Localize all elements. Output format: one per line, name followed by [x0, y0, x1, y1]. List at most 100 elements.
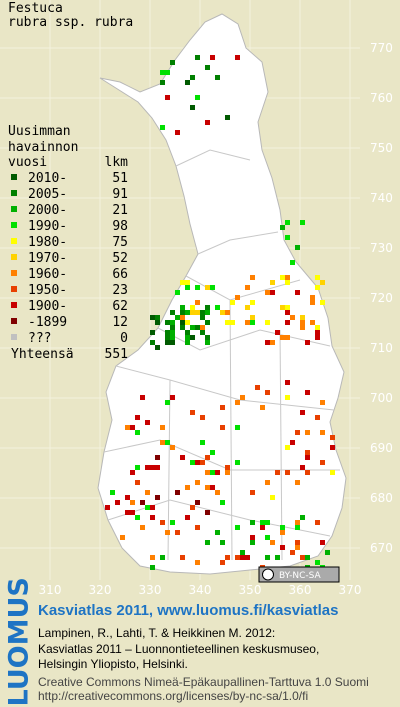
y-coordinate: 760 [370, 91, 393, 105]
legend-label: 1950- [28, 283, 67, 298]
legend-label: 2005- [28, 187, 67, 202]
observation-square [205, 335, 210, 340]
legend-label: 2000- [28, 203, 67, 218]
observation-square [300, 325, 305, 330]
observation-square [315, 285, 320, 290]
observation-square [270, 340, 275, 345]
observation-square [125, 510, 130, 515]
citation: Helsingin Yliopisto, Helsinki. [38, 657, 188, 671]
x-coordinate: 370 [339, 583, 362, 597]
observation-square [185, 320, 190, 325]
legend-swatch [11, 270, 17, 276]
observation-square [250, 490, 255, 495]
legend-label: ??? [28, 331, 51, 346]
observation-square [225, 310, 230, 315]
x-coordinate: 320 [89, 583, 112, 597]
observation-square [255, 385, 260, 390]
x-coordinate: 350 [239, 583, 262, 597]
y-coordinates: 770 760 750 740 730 720 710 700 690 680 670 [370, 41, 393, 555]
observation-square [235, 400, 240, 405]
observation-square [230, 300, 235, 305]
observation-square [180, 315, 185, 320]
observation-square [305, 555, 310, 560]
observation-square [205, 510, 210, 515]
observation-square [195, 460, 200, 465]
observation-square [285, 380, 290, 385]
cc-badge: BY-NC-SA [258, 566, 340, 583]
observation-square [300, 465, 305, 470]
observation-square [240, 550, 245, 555]
observation-square [205, 485, 210, 490]
observation-square [320, 540, 325, 545]
observation-square [300, 410, 305, 415]
link[interactable]: Kasviatlas 2011, www.luomus.fi/kasviatla… [38, 602, 339, 619]
observation-square [220, 425, 225, 430]
observation-square [185, 285, 190, 290]
observation-square [310, 295, 315, 300]
observation-square [220, 310, 225, 315]
observation-square [320, 430, 325, 435]
footer: LUOMUS Kasviatlas 2011, www.luomus.fi/ka… [0, 577, 400, 706]
observation-square [150, 330, 155, 335]
legend-swatch [11, 254, 17, 260]
observation-square [165, 400, 170, 405]
observation-square [150, 565, 155, 570]
legend-swatch [11, 206, 17, 212]
legend-heading: Uusimman [8, 124, 71, 139]
observation-square [130, 470, 135, 475]
legend-swatch [11, 302, 17, 308]
y-coordinate: 700 [370, 391, 393, 405]
observation-square [285, 310, 290, 315]
observation-square [215, 530, 220, 535]
observation-square [145, 490, 150, 495]
observation-square [170, 395, 175, 400]
observation-square [325, 550, 330, 555]
observation-square [155, 465, 160, 470]
observation-square [205, 470, 210, 475]
observation-square [265, 320, 270, 325]
observation-square [180, 555, 185, 560]
x-coordinate: 340 [189, 583, 212, 597]
observation-square [175, 530, 180, 535]
observation-square [210, 470, 215, 475]
observation-square [290, 315, 295, 320]
observation-square [285, 280, 290, 285]
legend-swatch [11, 286, 17, 292]
legend-total-label: Yhteensä [11, 347, 74, 362]
observation-square [135, 415, 140, 420]
observation-square [205, 455, 210, 460]
observation-square [275, 330, 280, 335]
observation-square [170, 325, 175, 330]
legend-count: 98 [112, 219, 128, 234]
observation-square [280, 530, 285, 535]
observation-square [280, 525, 285, 530]
observations [105, 55, 335, 570]
observation-square [160, 520, 165, 525]
observation-square [155, 495, 160, 500]
observation-square [175, 290, 180, 295]
observation-square [280, 305, 285, 310]
observation-square [270, 280, 275, 285]
observation-square [195, 95, 200, 100]
y-coordinate: 730 [370, 241, 393, 255]
observation-square [135, 430, 140, 435]
observation-square [195, 310, 200, 315]
observation-square [180, 320, 185, 325]
observation-square [130, 500, 135, 505]
badge-box [258, 566, 340, 583]
observation-square [220, 560, 225, 565]
observation-square [145, 420, 150, 425]
observation-square [160, 425, 165, 430]
observation-square [145, 505, 150, 510]
observation-square [300, 515, 305, 520]
observation-square [170, 445, 175, 450]
observation-square [150, 340, 155, 345]
observation-square [295, 245, 300, 250]
observation-square [190, 105, 195, 110]
observation-square [170, 310, 175, 315]
observation-square [305, 470, 310, 475]
observation-square [190, 310, 195, 315]
observation-square [130, 425, 135, 430]
observation-square [245, 285, 250, 290]
